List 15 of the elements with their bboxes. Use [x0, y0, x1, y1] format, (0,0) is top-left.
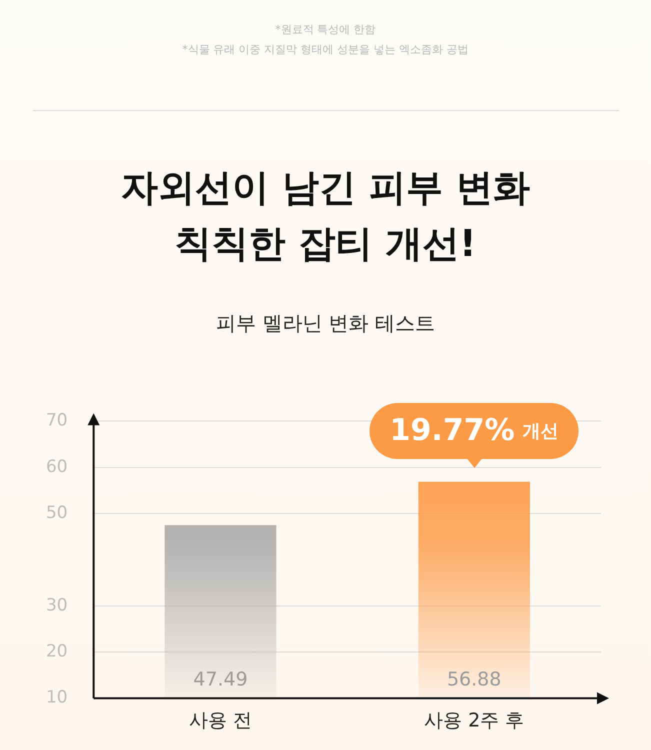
chart-title: 자외선이 남긴 피부 변화 칙칙한 잡티 개선!	[120, 165, 531, 267]
x-tick-label: 사용 2주 후	[424, 710, 524, 732]
y-tick-label: 30	[46, 595, 68, 616]
y-tick-label: 60	[46, 456, 68, 477]
y-tick-label: 20	[46, 641, 68, 662]
x-tick-label: 사용 전	[188, 710, 252, 732]
data-label: 47.49	[193, 668, 248, 691]
text: *식물 유래 이중 지질막 형태에 성분을 넣는 엑소좀화 공법	[181, 42, 470, 58]
y-tick-label: 70	[46, 410, 68, 431]
chart-subtitle: 피부 멜라닌 변화 테스트	[214, 310, 436, 337]
data-label: 56.88	[446, 668, 502, 691]
annotation: 19.77% 개선	[390, 413, 559, 448]
y-tick-label: 50	[46, 502, 68, 523]
y-tick-label: 10	[46, 688, 68, 708]
text: *원료적 특성에 한함	[274, 22, 377, 38]
